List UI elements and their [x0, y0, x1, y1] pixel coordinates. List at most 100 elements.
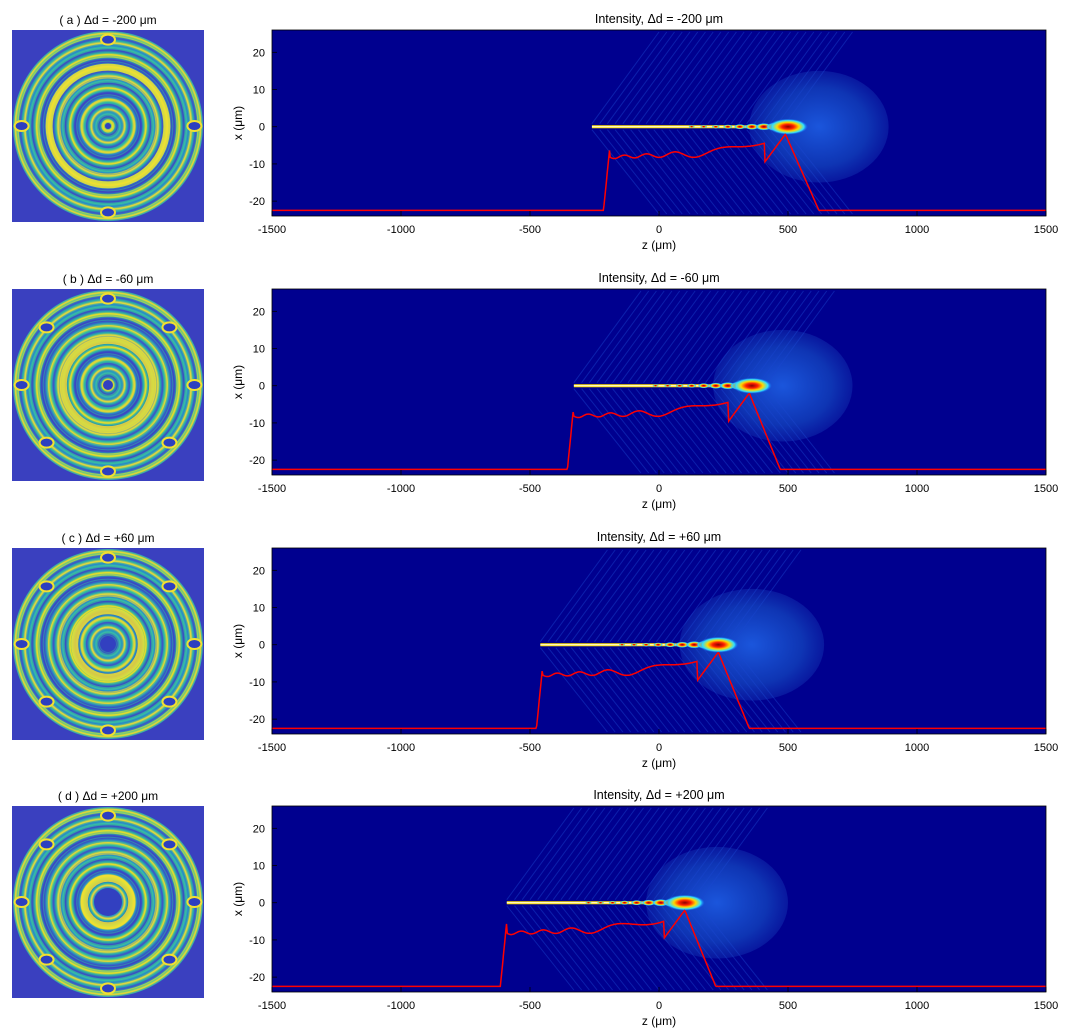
y-tick-label: 10 — [253, 861, 265, 873]
y-tick-label: 20 — [253, 306, 265, 318]
fringe-line — [674, 290, 742, 384]
fringe-line — [514, 807, 583, 901]
fringe-line — [653, 31, 722, 125]
intensity-hotspot — [700, 125, 708, 129]
fringe-line — [609, 549, 678, 643]
x-tick-label: 0 — [656, 742, 662, 754]
phase-lobe — [38, 953, 55, 966]
fringe-line — [730, 31, 799, 125]
fringe-line — [601, 549, 670, 643]
x-tick-label: -1000 — [387, 1000, 415, 1012]
intensity-hotspot — [723, 124, 733, 129]
fringe-line — [728, 290, 797, 384]
fringe-line — [697, 290, 766, 384]
panel-label: ( b ) Δd = -60 μm — [63, 272, 154, 286]
intensity-peak — [731, 377, 772, 394]
fringe-line — [645, 31, 714, 125]
panel-b: ( b ) Δd = -60 μm Intensity, Δd = -60 μm -… — [12, 271, 1058, 511]
intensity-hotspot — [688, 125, 695, 129]
x-tick-label: -1000 — [387, 742, 415, 754]
fringe-line — [663, 647, 732, 733]
panel-c: ( c ) Δd = +60 μm Intensity, Δd = +60 μm -… — [12, 530, 1058, 770]
phase-ring — [88, 882, 128, 922]
plot-area — [272, 549, 1046, 733]
y-tick-label: 10 — [253, 603, 265, 615]
fringe-line — [529, 807, 598, 901]
fringe-line — [759, 388, 828, 474]
intensity-peak — [664, 894, 705, 911]
fringe-line — [547, 647, 616, 733]
y-tick-label: 10 — [253, 344, 265, 356]
fringe-line — [606, 31, 675, 125]
y-tick-label: 10 — [253, 85, 265, 97]
fringe-line — [596, 290, 665, 384]
panel-a: ( a ) Δd = -200 μm Intensity, Δd = -200 μ… — [12, 12, 1058, 252]
fringe-line — [751, 290, 820, 384]
fringe-line — [594, 549, 662, 643]
axial-intensity-profile — [272, 392, 1046, 471]
x-tick-label: 1000 — [905, 483, 929, 495]
fringe-line — [648, 549, 717, 643]
panel-d: ( d ) Δd = +200 μm Intensity, Δd = +200 μ… — [12, 788, 1058, 1028]
intensity-hotspot — [708, 382, 723, 389]
intensity-hotspot — [630, 643, 638, 647]
phase-ring — [88, 365, 128, 405]
fringe-line — [568, 905, 637, 991]
fringe-line — [521, 905, 590, 991]
fringe-line — [661, 31, 730, 125]
phase-annulus — [45, 63, 171, 189]
plot-background — [272, 289, 1046, 475]
x-tick-label: 500 — [779, 224, 797, 236]
fringe-line — [547, 549, 616, 643]
fringe-line — [601, 647, 670, 733]
fringe-line — [650, 388, 719, 474]
x-tick-label: -500 — [519, 1000, 541, 1012]
x-tick-label: 1000 — [905, 742, 929, 754]
phase-ring — [88, 624, 128, 664]
fringe-line — [725, 647, 794, 733]
fringe-line — [746, 31, 815, 125]
intensity-hotspot — [608, 900, 617, 905]
fringe-line — [733, 647, 802, 733]
y-tick-label: -20 — [249, 196, 265, 208]
fringe-line — [583, 905, 652, 991]
fringe-line — [653, 905, 722, 991]
phase-ring — [38, 832, 178, 972]
fringe-line — [671, 549, 740, 643]
axial-intensity-profile — [272, 651, 1046, 730]
panel-label: ( a ) Δd = -200 μm — [59, 13, 156, 27]
fringe-line — [715, 31, 784, 125]
phase-ring — [92, 370, 123, 401]
fringe-line — [643, 388, 711, 474]
fringe-line — [681, 290, 750, 384]
fringe-line — [622, 31, 691, 125]
phase-lobe — [100, 465, 116, 478]
fringe-line — [514, 905, 582, 991]
phase-lobe — [186, 638, 203, 650]
fringe-line — [761, 31, 830, 125]
fringe-line — [699, 807, 768, 901]
intensity-hotspot — [675, 641, 690, 648]
fringe-line — [648, 647, 717, 733]
fringe-line — [720, 290, 789, 384]
phase-ring — [67, 603, 149, 685]
fringe-line — [766, 388, 835, 474]
y-tick-label: 0 — [259, 381, 265, 393]
phase-ring — [34, 52, 182, 200]
phase-ring — [67, 861, 149, 943]
fringe-line — [578, 647, 647, 733]
plot-title: Intensity, Δd = +200 μm — [593, 788, 724, 802]
phase-lobe — [161, 580, 178, 593]
fringe-line — [658, 290, 727, 384]
fringe-line — [635, 388, 704, 474]
y-axis-label: x (μm) — [231, 882, 245, 916]
x-tick-label: -1500 — [258, 483, 286, 495]
y-tick-label: 20 — [253, 47, 265, 59]
fringe-line — [666, 388, 735, 474]
phase-lobe — [161, 953, 178, 966]
fringe-line — [694, 647, 763, 733]
plot-area — [272, 807, 1046, 991]
fringe-line — [723, 31, 791, 125]
intensity-hotspot — [652, 384, 659, 388]
fringe-line — [614, 129, 683, 215]
